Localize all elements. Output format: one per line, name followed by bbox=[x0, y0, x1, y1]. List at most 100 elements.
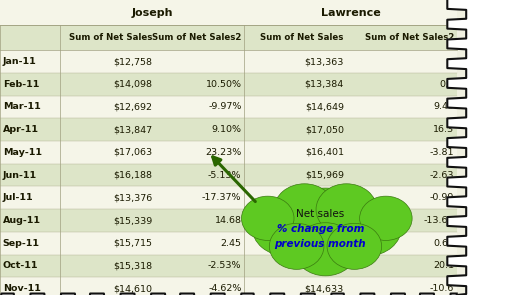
Text: $15,318: $15,318 bbox=[113, 261, 152, 271]
FancyBboxPatch shape bbox=[0, 277, 60, 295]
FancyBboxPatch shape bbox=[346, 96, 457, 118]
Text: $15,969: $15,969 bbox=[305, 171, 344, 180]
FancyBboxPatch shape bbox=[60, 277, 155, 295]
Text: Nov-11: Nov-11 bbox=[3, 284, 40, 293]
Text: 16.3: 16.3 bbox=[433, 125, 454, 134]
FancyBboxPatch shape bbox=[244, 186, 346, 209]
Text: $13,363: $13,363 bbox=[304, 57, 344, 66]
FancyBboxPatch shape bbox=[155, 186, 244, 209]
Text: $14,649: $14,649 bbox=[305, 102, 344, 112]
FancyBboxPatch shape bbox=[0, 96, 60, 118]
FancyBboxPatch shape bbox=[0, 118, 60, 141]
FancyBboxPatch shape bbox=[346, 141, 457, 164]
Ellipse shape bbox=[276, 188, 375, 272]
FancyBboxPatch shape bbox=[244, 118, 346, 141]
Text: -5.13%: -5.13% bbox=[208, 171, 242, 180]
Text: 2.45: 2.45 bbox=[220, 239, 242, 248]
Text: Lawrence: Lawrence bbox=[321, 8, 380, 17]
FancyBboxPatch shape bbox=[155, 209, 244, 232]
Text: Sum of Net Sales: Sum of Net Sales bbox=[260, 33, 344, 42]
Text: Sum of Net Sales: Sum of Net Sales bbox=[69, 33, 152, 42]
Ellipse shape bbox=[294, 223, 357, 276]
FancyBboxPatch shape bbox=[155, 50, 244, 73]
FancyBboxPatch shape bbox=[244, 277, 346, 295]
FancyBboxPatch shape bbox=[0, 209, 60, 232]
FancyBboxPatch shape bbox=[0, 232, 60, 255]
Text: -0.99: -0.99 bbox=[430, 193, 454, 202]
FancyBboxPatch shape bbox=[346, 186, 457, 209]
Text: 9.10%: 9.10% bbox=[212, 125, 242, 134]
FancyBboxPatch shape bbox=[0, 73, 60, 96]
Text: May-11: May-11 bbox=[3, 148, 41, 157]
Text: Net sales: Net sales bbox=[296, 209, 344, 219]
Text: 0.1: 0.1 bbox=[439, 80, 454, 89]
FancyBboxPatch shape bbox=[155, 73, 244, 96]
Text: $15,339: $15,339 bbox=[113, 216, 152, 225]
Text: Apr-11: Apr-11 bbox=[3, 125, 39, 134]
FancyBboxPatch shape bbox=[60, 25, 155, 50]
Ellipse shape bbox=[360, 196, 412, 240]
FancyBboxPatch shape bbox=[244, 164, 346, 186]
FancyBboxPatch shape bbox=[346, 25, 457, 50]
FancyBboxPatch shape bbox=[0, 25, 60, 50]
FancyBboxPatch shape bbox=[0, 141, 60, 164]
Text: $14,610: $14,610 bbox=[113, 284, 152, 293]
FancyBboxPatch shape bbox=[346, 255, 457, 277]
FancyBboxPatch shape bbox=[346, 232, 457, 255]
Text: $13,384: $13,384 bbox=[304, 80, 344, 89]
FancyBboxPatch shape bbox=[60, 73, 155, 96]
Text: -10.6: -10.6 bbox=[430, 284, 454, 293]
Text: -3.81: -3.81 bbox=[429, 148, 454, 157]
FancyBboxPatch shape bbox=[244, 141, 346, 164]
Text: 0.60: 0.60 bbox=[433, 239, 454, 248]
FancyBboxPatch shape bbox=[60, 141, 155, 164]
Text: 9.45: 9.45 bbox=[433, 102, 454, 112]
FancyBboxPatch shape bbox=[244, 209, 346, 232]
FancyBboxPatch shape bbox=[155, 141, 244, 164]
Text: $12,692: $12,692 bbox=[113, 102, 152, 112]
Ellipse shape bbox=[333, 198, 402, 256]
FancyBboxPatch shape bbox=[60, 164, 155, 186]
Text: -9.97%: -9.97% bbox=[208, 102, 242, 112]
FancyBboxPatch shape bbox=[60, 232, 155, 255]
FancyBboxPatch shape bbox=[60, 118, 155, 141]
FancyBboxPatch shape bbox=[244, 25, 346, 50]
Text: -4.62%: -4.62% bbox=[208, 284, 242, 293]
FancyBboxPatch shape bbox=[60, 50, 155, 73]
FancyBboxPatch shape bbox=[155, 232, 244, 255]
Text: Oct-11: Oct-11 bbox=[3, 261, 38, 271]
FancyBboxPatch shape bbox=[155, 255, 244, 277]
Text: Joseph: Joseph bbox=[131, 8, 173, 17]
FancyBboxPatch shape bbox=[155, 25, 244, 50]
Text: 20.1: 20.1 bbox=[433, 261, 454, 271]
Ellipse shape bbox=[327, 223, 382, 269]
Text: $14,633: $14,633 bbox=[304, 284, 344, 293]
Text: $17,050: $17,050 bbox=[305, 125, 344, 134]
Text: Sum of Net Sales2: Sum of Net Sales2 bbox=[365, 33, 454, 42]
Text: $15,715: $15,715 bbox=[113, 239, 152, 248]
Text: $14,098: $14,098 bbox=[113, 80, 152, 89]
FancyBboxPatch shape bbox=[244, 73, 346, 96]
FancyBboxPatch shape bbox=[155, 164, 244, 186]
FancyBboxPatch shape bbox=[0, 186, 60, 209]
Text: $16,401: $16,401 bbox=[305, 148, 344, 157]
FancyBboxPatch shape bbox=[60, 96, 155, 118]
Text: Jan-11: Jan-11 bbox=[3, 57, 36, 66]
Ellipse shape bbox=[316, 184, 377, 235]
FancyBboxPatch shape bbox=[0, 50, 60, 73]
FancyBboxPatch shape bbox=[346, 277, 457, 295]
Text: -17.37%: -17.37% bbox=[202, 193, 242, 202]
FancyBboxPatch shape bbox=[155, 118, 244, 141]
FancyBboxPatch shape bbox=[0, 255, 60, 277]
Text: $13,847: $13,847 bbox=[113, 125, 152, 134]
Text: Jun-11: Jun-11 bbox=[3, 171, 37, 180]
FancyBboxPatch shape bbox=[60, 0, 244, 25]
Text: -2.53%: -2.53% bbox=[208, 261, 242, 271]
FancyBboxPatch shape bbox=[155, 277, 244, 295]
FancyBboxPatch shape bbox=[0, 0, 60, 25]
Text: $17,063: $17,063 bbox=[113, 148, 152, 157]
FancyBboxPatch shape bbox=[244, 255, 346, 277]
Text: Mar-11: Mar-11 bbox=[3, 102, 40, 112]
FancyBboxPatch shape bbox=[346, 164, 457, 186]
Text: Aug-11: Aug-11 bbox=[3, 216, 40, 225]
